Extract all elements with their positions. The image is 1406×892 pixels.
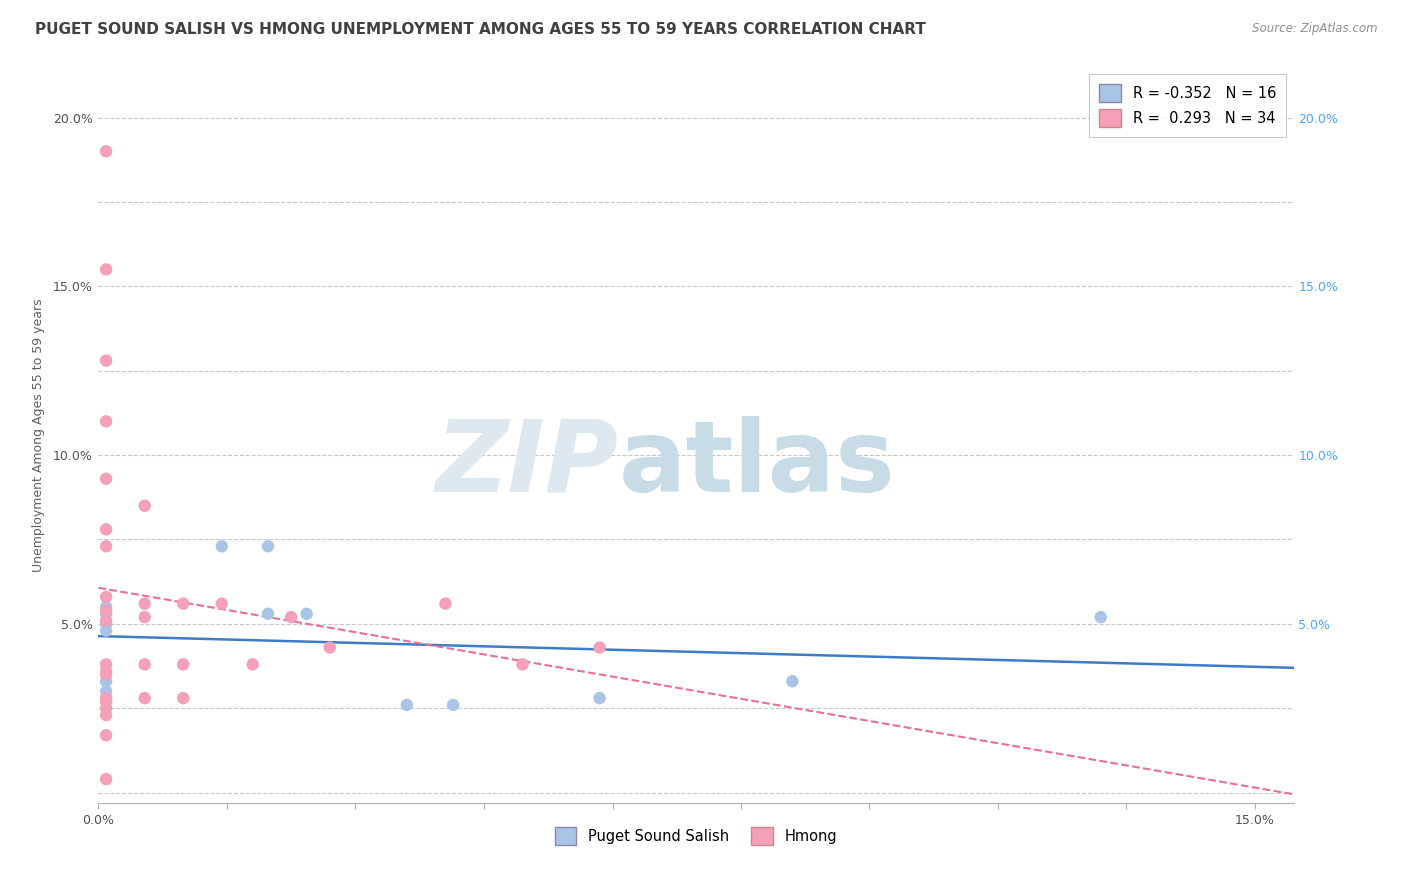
Point: [134, 499, 156, 513]
Point: [94, 708, 117, 723]
Point: [242, 657, 264, 672]
Point: [94, 691, 117, 706]
Legend: Puget Sound Salish, Hmong: Puget Sound Salish, Hmong: [548, 822, 844, 851]
Point: [172, 691, 194, 706]
Point: [1090, 610, 1112, 624]
Point: [94, 600, 117, 615]
Point: [257, 607, 280, 621]
Point: [134, 657, 156, 672]
Text: PUGET SOUND SALISH VS HMONG UNEMPLOYMENT AMONG AGES 55 TO 59 YEARS CORRELATION C: PUGET SOUND SALISH VS HMONG UNEMPLOYMENT…: [35, 22, 927, 37]
Point: [441, 698, 464, 712]
Point: [512, 657, 534, 672]
Point: [295, 607, 318, 621]
Point: [395, 698, 418, 712]
Point: [588, 691, 610, 706]
Point: [211, 539, 233, 553]
Point: [588, 640, 610, 655]
Point: [94, 614, 117, 628]
Point: [94, 624, 117, 638]
Point: [94, 664, 117, 678]
Point: [94, 590, 117, 604]
Point: [782, 674, 804, 689]
Point: [94, 414, 117, 428]
Point: [94, 539, 117, 553]
Point: [319, 640, 342, 655]
Point: [94, 603, 117, 617]
Point: [94, 667, 117, 681]
Point: [211, 597, 233, 611]
Point: [134, 597, 156, 611]
Text: ZIP: ZIP: [436, 416, 619, 513]
Point: [94, 691, 117, 706]
Point: [94, 701, 117, 715]
Point: [94, 728, 117, 742]
Point: [94, 694, 117, 708]
Point: [94, 772, 117, 787]
Point: [94, 657, 117, 672]
Y-axis label: Unemployment Among Ages 55 to 59 years: Unemployment Among Ages 55 to 59 years: [32, 298, 45, 572]
Point: [434, 597, 457, 611]
Point: [94, 145, 117, 159]
Point: [94, 607, 117, 621]
Point: [172, 657, 194, 672]
Point: [94, 684, 117, 698]
Point: [134, 691, 156, 706]
Point: [94, 674, 117, 689]
Point: [94, 522, 117, 536]
Text: atlas: atlas: [619, 416, 894, 513]
Point: [94, 616, 117, 631]
Text: Source: ZipAtlas.com: Source: ZipAtlas.com: [1253, 22, 1378, 36]
Point: [257, 539, 280, 553]
Point: [172, 597, 194, 611]
Point: [94, 472, 117, 486]
Point: [94, 262, 117, 277]
Point: [280, 610, 302, 624]
Point: [134, 610, 156, 624]
Point: [94, 353, 117, 368]
